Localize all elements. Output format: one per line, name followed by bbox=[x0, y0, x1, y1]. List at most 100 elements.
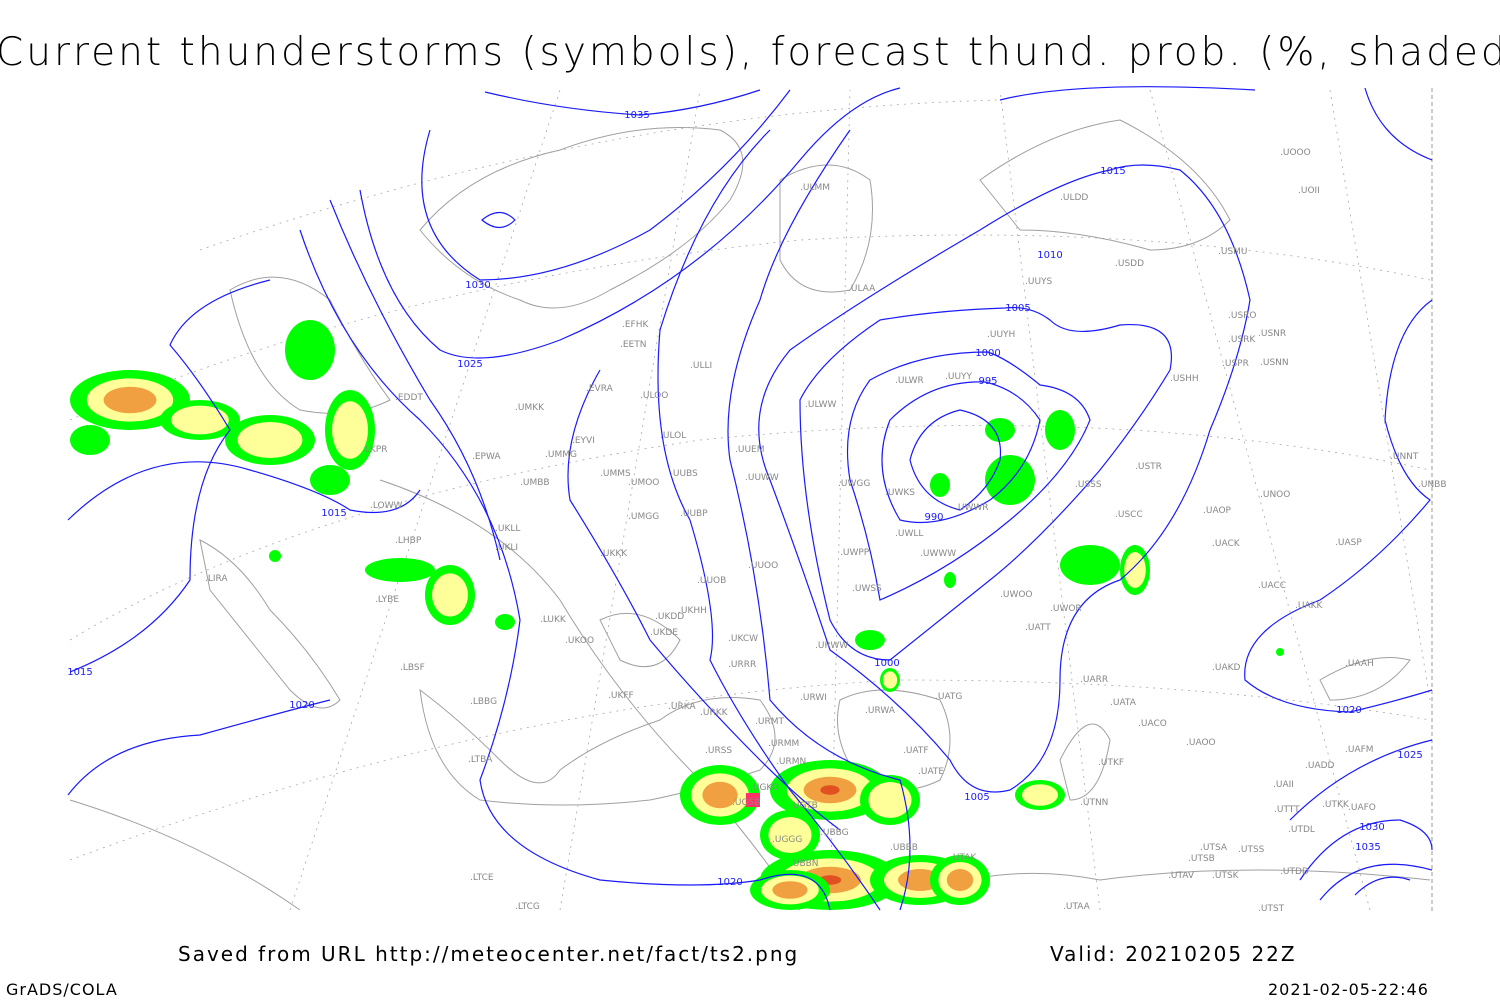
isobar-label: 1015 bbox=[321, 508, 346, 519]
station-label: .UWGG bbox=[838, 479, 870, 489]
station-label: .UTAK bbox=[950, 853, 977, 863]
probability-area bbox=[768, 817, 812, 853]
station-label: .UUOO bbox=[748, 561, 778, 571]
station-label: .UOOO bbox=[1280, 148, 1311, 158]
probability-area bbox=[103, 386, 157, 414]
station-label: .USNN bbox=[1260, 358, 1289, 368]
station-label: .UATE bbox=[918, 767, 944, 777]
station-label: .UADD bbox=[1305, 761, 1335, 771]
station-label: .UTSB bbox=[1188, 854, 1215, 864]
isobar-label: 1010 bbox=[1037, 250, 1062, 261]
station-label: .USSS bbox=[1075, 480, 1102, 490]
station-label: .UKDE bbox=[650, 628, 678, 638]
station-label: .UUYY bbox=[945, 372, 973, 382]
station-label: .ULAA bbox=[848, 284, 876, 294]
station-label: .UUYS bbox=[1025, 277, 1053, 287]
valid-time-text: Valid: 20210205 22Z bbox=[1050, 942, 1297, 966]
station-label: .URMM bbox=[768, 739, 799, 749]
station-label: .UMGG bbox=[628, 512, 659, 522]
station-label: .UNOO bbox=[1260, 490, 1290, 500]
isobar-label: 1005 bbox=[1005, 303, 1030, 314]
station-label: .UUEM bbox=[735, 445, 765, 455]
station-label: .UTTT bbox=[1274, 805, 1300, 815]
station-label: .URRR bbox=[728, 660, 756, 670]
station-labels: .ULMM .ULDD .USDD .UUYS .USMU .UUYH .USRO .USRK… bbox=[205, 148, 1447, 914]
station-label: .UTDL bbox=[1288, 825, 1315, 835]
station-label: .UATG bbox=[935, 692, 962, 702]
station-label: .UAFO bbox=[1348, 803, 1376, 813]
station-label: .URMT bbox=[755, 717, 784, 727]
probability-area bbox=[946, 869, 974, 891]
station-label: .UBBG bbox=[820, 828, 849, 838]
station-label: .UGKO bbox=[750, 783, 779, 793]
station-label: .EYVI bbox=[572, 436, 595, 446]
station-label: .USCC bbox=[1115, 510, 1143, 520]
station-label: .UKHH bbox=[678, 606, 707, 616]
station-label: .UKCW bbox=[728, 634, 758, 644]
station-label: .URWA bbox=[865, 706, 896, 716]
station-label: .UTDD bbox=[1280, 867, 1309, 877]
thunderstorm-probability-shading bbox=[70, 320, 1284, 910]
isobar-label: 1020 bbox=[1336, 705, 1361, 716]
probability-area bbox=[332, 401, 368, 459]
station-label: .ULMM bbox=[800, 183, 830, 193]
station-label: .URWW bbox=[815, 641, 848, 651]
station-label: .EDDT bbox=[395, 393, 423, 403]
isobar-labels: 1035 1030 1025 1015 1015 1020 1020 1010 1005 1000… bbox=[67, 110, 1422, 888]
station-label: .ULLI bbox=[690, 361, 712, 371]
station-label: .UAOP bbox=[1203, 506, 1232, 516]
station-label: .UAFM bbox=[1345, 745, 1374, 755]
station-label: .UUOB bbox=[697, 576, 726, 586]
isobars bbox=[67, 86, 1433, 911]
station-label: .UBBN bbox=[790, 859, 819, 869]
source-url-text: Saved from URL http://meteocenter.net/fa… bbox=[178, 942, 800, 966]
isobar-label: 1030 bbox=[465, 280, 490, 291]
station-label: .USNR bbox=[1258, 329, 1286, 339]
probability-area bbox=[1022, 784, 1058, 806]
station-label: .UWOR bbox=[1050, 604, 1082, 614]
station-label: .EFHK bbox=[622, 320, 649, 330]
station-label: .UTAA bbox=[1063, 902, 1091, 912]
station-label: .UUYH bbox=[987, 330, 1015, 340]
station-label: .UWWW bbox=[920, 549, 956, 559]
station-label: .LIRA bbox=[205, 574, 228, 584]
station-label: .EETN bbox=[620, 340, 646, 350]
probability-area bbox=[930, 473, 950, 497]
station-label: .USRK bbox=[1228, 335, 1256, 345]
isobar-label: 1035 bbox=[1355, 842, 1380, 853]
station-label: .USMU bbox=[1218, 247, 1248, 257]
station-label: .UGSB bbox=[732, 798, 760, 808]
isobar-label: 1005 bbox=[964, 792, 989, 803]
probability-area bbox=[772, 881, 808, 899]
station-label: .LKPR bbox=[362, 445, 387, 455]
station-label: .UWWR bbox=[955, 503, 989, 513]
generation-timestamp: 2021-02-05-22:46 bbox=[1268, 980, 1429, 999]
station-label: .EVRA bbox=[586, 384, 614, 394]
isobar-label: 990 bbox=[924, 512, 943, 523]
isobar-label: 1000 bbox=[975, 348, 1000, 359]
station-label: .UNBB bbox=[1418, 480, 1447, 490]
station-label: .UUBP bbox=[680, 509, 708, 519]
isobar-label: 1030 bbox=[1359, 822, 1384, 833]
station-label: .EPWA bbox=[472, 452, 501, 462]
probability-area bbox=[432, 573, 468, 617]
map-title: Current thunderstorms (symbols), forecas… bbox=[0, 30, 1500, 75]
station-label: .UTNN bbox=[1080, 798, 1108, 808]
station-label: .UKLI bbox=[495, 543, 518, 553]
station-label: .UGTB bbox=[790, 801, 818, 811]
probability-area bbox=[702, 781, 738, 809]
station-label: .UTSK bbox=[1212, 871, 1240, 881]
station-label: .UATA bbox=[1110, 698, 1137, 708]
thunderstorm-symbol bbox=[746, 793, 760, 807]
isobar-label: 1025 bbox=[1397, 750, 1422, 761]
station-label: .UAKD bbox=[1212, 663, 1241, 673]
station-label: .LBBG bbox=[470, 697, 497, 707]
station-label: .UUWW bbox=[745, 473, 779, 483]
probability-area bbox=[882, 671, 898, 689]
station-label: .UMBB bbox=[520, 478, 550, 488]
station-label: .ULWR bbox=[895, 376, 924, 386]
isobar-label: 1015 bbox=[67, 667, 92, 678]
probability-area bbox=[985, 418, 1015, 442]
station-label: .UWOO bbox=[1000, 590, 1033, 600]
